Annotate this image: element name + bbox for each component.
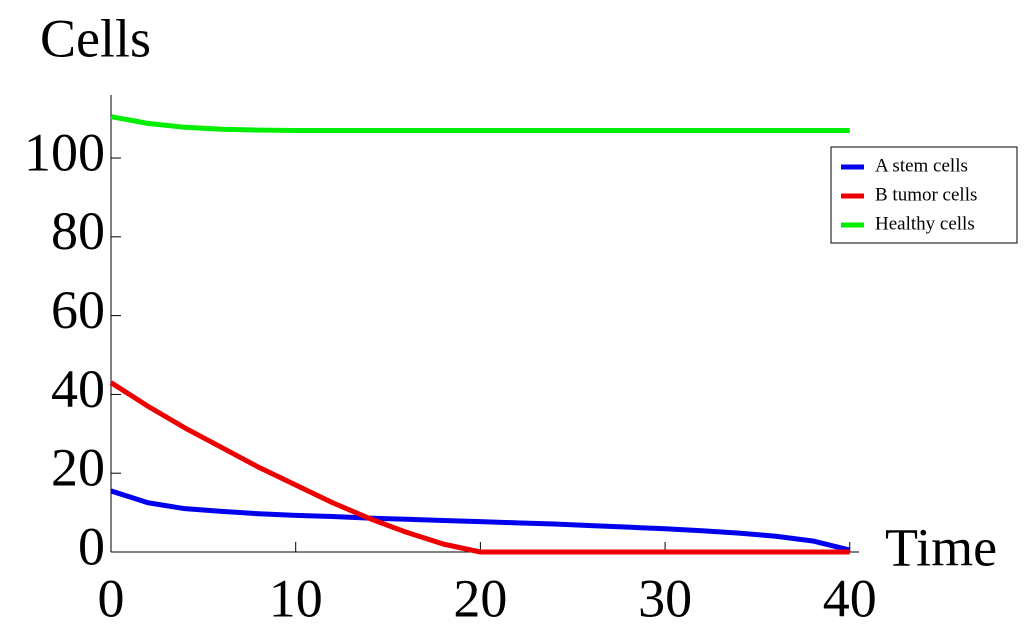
- x-tick-label: 10: [269, 568, 323, 628]
- y-tick-label: 80: [51, 201, 105, 261]
- y-tick-label: 60: [51, 280, 105, 340]
- x-axis-label: Time: [885, 517, 997, 577]
- line-series: [110, 488, 851, 553]
- line-series: [109, 380, 850, 555]
- x-tick-label: 40: [823, 568, 877, 628]
- y-axis-label: Cells: [40, 8, 151, 68]
- x-tick-label: 30: [638, 568, 692, 628]
- line-series: [110, 114, 850, 133]
- y-tick-label: 20: [51, 438, 105, 498]
- legend-label: A stem cells: [875, 155, 968, 176]
- y-tick-label: 40: [51, 359, 105, 419]
- x-tick-label: 20: [453, 568, 507, 628]
- y-tick-label: 100: [24, 122, 105, 182]
- x-tick-label: 0: [98, 568, 125, 628]
- legend-label: Healthy cells: [875, 213, 975, 234]
- y-tick-label: 0: [78, 516, 105, 576]
- legend-label: B tumor cells: [875, 184, 977, 205]
